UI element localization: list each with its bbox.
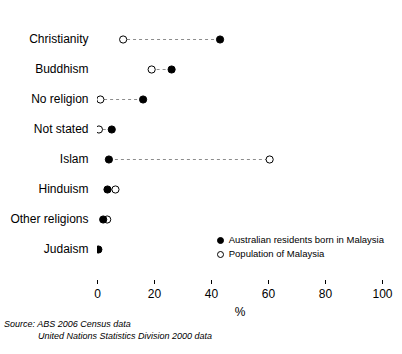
svg-text:Other religions: Other religions (10, 212, 88, 226)
svg-text:100: 100 (372, 287, 392, 301)
svg-text:20: 20 (148, 287, 162, 301)
svg-text:Hinduism: Hinduism (38, 182, 88, 196)
svg-text:60: 60 (262, 287, 276, 301)
svg-text:80: 80 (319, 287, 333, 301)
svg-text:0: 0 (94, 287, 101, 301)
svg-text:Not stated: Not stated (34, 122, 89, 136)
svg-text:Christianity: Christianity (29, 32, 88, 46)
svg-text:%: % (235, 305, 246, 319)
html-text:Population of Malaysia: Population of Malaysia (228, 248, 325, 259)
html-text:Australian residents born in M: Australian residents born in Malaysia (228, 234, 384, 245)
svg-text:Judaism: Judaism (44, 242, 89, 256)
html-text:Source: ABS 2006 Census data: Source: ABS 2006 Census data (4, 319, 131, 329)
svg-text:No religion: No religion (31, 92, 88, 106)
svg-text:Islam: Islam (60, 152, 89, 166)
svg-text:40: 40 (205, 287, 219, 301)
html-text:United Nations Statistics Divi: United Nations Statistics Division 2000 … (38, 331, 213, 341)
svg-text:Buddhism: Buddhism (35, 62, 88, 76)
